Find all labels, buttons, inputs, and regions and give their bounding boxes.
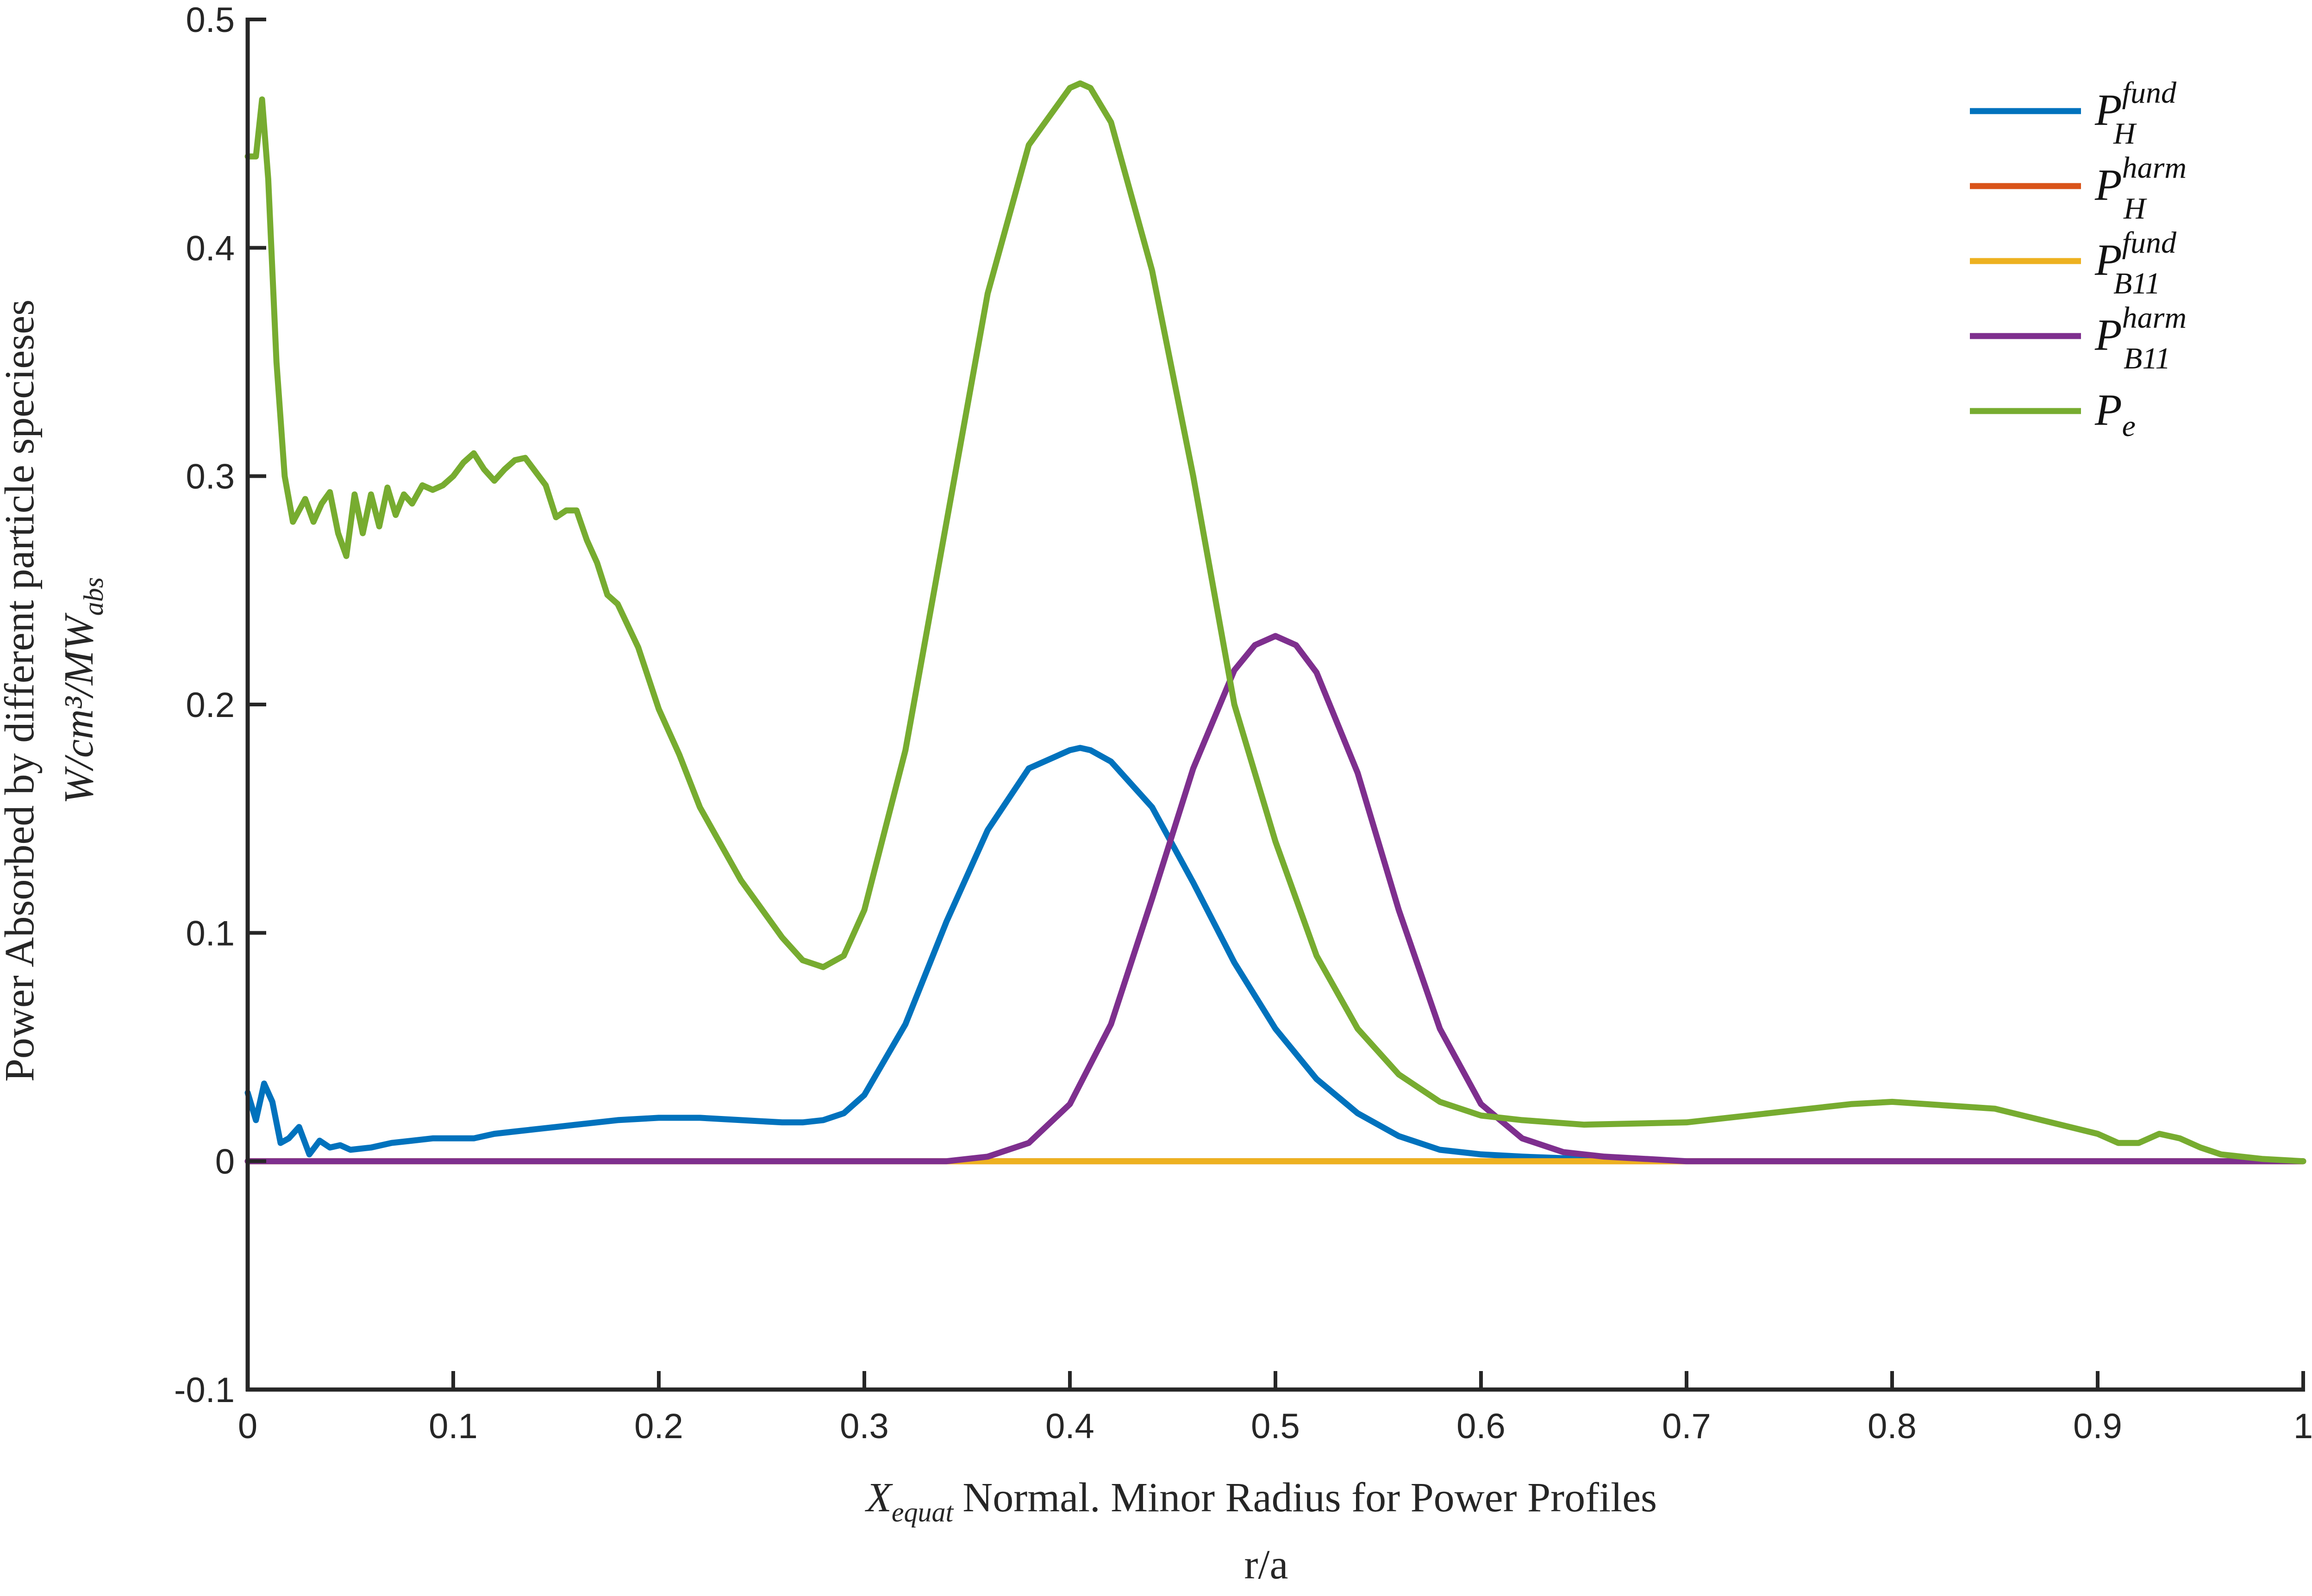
series-line-p-h-fund	[244, 745, 2306, 1165]
series-line-p-e	[244, 80, 2306, 1165]
series-layer	[244, 80, 2306, 1165]
y-axis-units: W/cm³/MWabs	[56, 577, 109, 804]
y-tick-label: 0.2	[186, 686, 235, 725]
legend-entry: Pfund B11	[2094, 226, 2177, 300]
y-tick-label: -0.1	[174, 1371, 235, 1410]
x-tick-label: 0.5	[1251, 1407, 1300, 1446]
x-ticks: 0 0.1 0.2 0.3 0.4 0.5 0.6 0.7 0.8 0.9 1	[238, 1371, 2312, 1446]
legend-entry: Pharm B11	[2094, 301, 2187, 375]
x-tick-label: 0.9	[2073, 1407, 2122, 1446]
y-axis-title: Power Absorbed by different particle spe…	[0, 299, 43, 1082]
axes-layer: 0 0.1 0.2 0.3 0.4 0.5 0.6 0.7 0.8 0.9 1 -0.100.10.…	[174, 0, 2312, 1446]
x-axis-title: Xequat Normal. Minor Radius for Power Pro…	[865, 1475, 1657, 1527]
y-tick-label: 0.3	[186, 457, 235, 497]
y-tick-label: 0.4	[186, 229, 235, 268]
y-axis-units-subscript: abs	[78, 577, 109, 616]
y-axis-units-main: W/cm³/MW	[56, 612, 102, 804]
x-tick-label: 0.2	[634, 1407, 683, 1446]
y-tick-label: 0	[215, 1142, 235, 1182]
y-tick-label: 0.5	[186, 0, 235, 40]
x-tick-label: 0.6	[1456, 1407, 1506, 1446]
x-tick-label: 1	[2293, 1407, 2312, 1446]
x-axis-secondary-title: r/a	[1244, 1542, 1288, 1588]
x-axis-variable: X	[865, 1475, 893, 1521]
x-axis-variable-subscript: equat	[892, 1497, 954, 1527]
y-ticks: -0.1 0 0.1 0.2 0.3 0.4 0.5	[174, 0, 266, 1410]
legend-entry: Pe	[2094, 385, 2136, 443]
x-tick-label: 0.8	[1868, 1407, 1917, 1446]
x-tick-label: 0.7	[1662, 1407, 1711, 1446]
legend-entry: Pfund H	[2094, 76, 2177, 150]
x-tick-label: 0.3	[840, 1407, 889, 1446]
x-tick-label: 0.4	[1045, 1407, 1094, 1446]
y-tick-label: 0.1	[186, 914, 235, 953]
x-axis-label: Normal. Minor Radius for Power Profiles	[962, 1475, 1657, 1521]
x-tick-label: 0	[238, 1407, 257, 1446]
x-tick-label: 0.1	[429, 1407, 478, 1446]
series-line-p-b11-harm	[244, 633, 2306, 1165]
legend-entry: Pharm H	[2094, 151, 2187, 225]
